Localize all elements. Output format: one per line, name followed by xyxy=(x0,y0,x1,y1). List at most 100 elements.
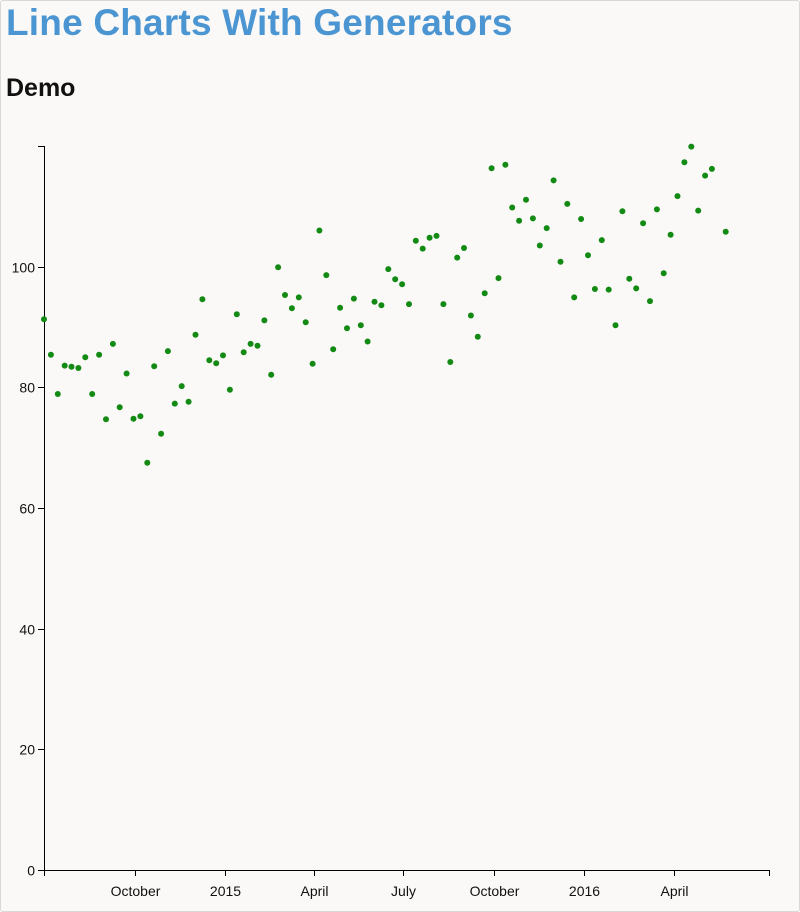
data-point xyxy=(116,404,123,411)
data-point xyxy=(185,398,192,405)
x-tick-label: 2016 xyxy=(569,883,600,899)
data-point xyxy=(282,292,288,298)
data-point xyxy=(419,245,426,252)
data-point xyxy=(412,237,419,244)
data-point xyxy=(481,290,488,297)
data-point xyxy=(199,296,206,303)
data-point xyxy=(350,295,357,302)
data-point xyxy=(344,325,350,332)
data-point xyxy=(378,302,385,309)
data-point xyxy=(109,340,116,347)
data-point xyxy=(288,305,295,312)
data-point xyxy=(571,294,578,301)
data-point xyxy=(585,252,591,259)
data-point xyxy=(103,416,109,423)
y-tick-label: 80 xyxy=(19,380,35,396)
data-point xyxy=(206,357,213,364)
data-point xyxy=(516,217,523,224)
data-point xyxy=(406,301,412,308)
data-point xyxy=(295,294,302,301)
data-point xyxy=(137,413,144,420)
data-point xyxy=(158,430,165,437)
data-point xyxy=(557,258,564,265)
data-point xyxy=(213,360,220,367)
data-point xyxy=(467,312,474,319)
data-point xyxy=(220,352,226,359)
data-point xyxy=(89,391,96,397)
data-point xyxy=(54,391,61,397)
data-point xyxy=(626,275,633,282)
data-point xyxy=(660,270,667,277)
y-tick-label: 100 xyxy=(12,260,36,276)
data-point xyxy=(96,351,103,358)
data-point xyxy=(178,383,185,390)
data-point xyxy=(68,363,75,370)
data-point xyxy=(268,371,275,378)
data-point xyxy=(495,275,502,282)
data-point xyxy=(647,298,653,305)
data-point xyxy=(302,319,309,326)
data-point xyxy=(254,342,261,349)
data-point xyxy=(309,360,316,367)
data-point xyxy=(47,351,54,358)
data-point xyxy=(364,338,371,345)
x-tick-label: 2015 xyxy=(210,883,241,899)
data-point xyxy=(61,362,68,369)
data-point xyxy=(164,348,171,355)
data-point xyxy=(371,298,378,305)
data-point xyxy=(488,165,495,172)
section-heading: Demo xyxy=(6,74,76,102)
data-point xyxy=(41,316,47,323)
data-point xyxy=(392,276,399,283)
data-point xyxy=(653,206,660,213)
data-point xyxy=(598,237,605,244)
data-point xyxy=(123,370,130,377)
x-tick-label: October xyxy=(470,883,520,899)
x-tick-label: April xyxy=(660,883,688,899)
data-point xyxy=(702,172,709,179)
data-point xyxy=(144,459,151,466)
data-point xyxy=(426,234,433,241)
data-point xyxy=(529,215,536,222)
data-point xyxy=(695,207,702,214)
y-tick-label: 60 xyxy=(19,501,35,517)
data-point xyxy=(433,232,440,239)
data-point xyxy=(447,359,454,365)
data-point xyxy=(261,317,268,324)
data-point xyxy=(681,159,688,166)
data-point xyxy=(330,346,337,353)
data-point xyxy=(337,304,344,311)
data-point xyxy=(247,340,254,347)
data-point xyxy=(275,264,282,271)
data-point xyxy=(192,331,199,338)
data-point xyxy=(591,286,598,292)
x-axis-line xyxy=(44,870,770,876)
x-tick-label: April xyxy=(300,883,328,899)
data-point xyxy=(667,231,674,238)
data-point xyxy=(357,322,364,329)
data-point xyxy=(474,333,481,340)
data-point xyxy=(316,227,323,234)
data-point xyxy=(688,143,695,150)
x-tick-label: July xyxy=(391,883,416,899)
data-point xyxy=(564,200,571,207)
data-point xyxy=(509,204,516,211)
data-point xyxy=(640,220,647,227)
data-point xyxy=(578,216,585,222)
data-point xyxy=(171,400,178,407)
data-point xyxy=(722,228,729,235)
data-point xyxy=(82,354,89,361)
data-point xyxy=(708,165,715,172)
y-tick-label: 0 xyxy=(27,863,35,879)
y-tick-label: 40 xyxy=(19,622,35,638)
data-point xyxy=(130,415,137,422)
data-point xyxy=(550,177,557,184)
data-point xyxy=(385,266,392,273)
data-point xyxy=(674,193,681,200)
data-point xyxy=(233,311,240,318)
data-point xyxy=(240,349,247,356)
data-point xyxy=(226,386,233,393)
data-point xyxy=(440,301,447,308)
data-point xyxy=(543,225,550,232)
y-tick-label: 20 xyxy=(19,742,35,758)
